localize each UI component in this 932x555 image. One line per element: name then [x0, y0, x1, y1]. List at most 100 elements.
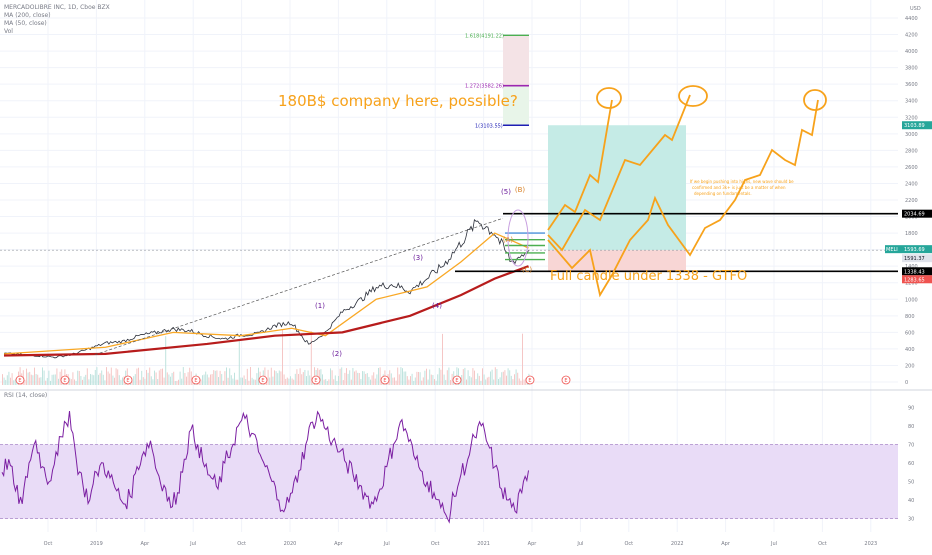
volume-bar	[176, 380, 178, 385]
time-tick-label: Jul	[576, 541, 583, 547]
volume-bar	[213, 370, 215, 385]
volume-bar	[483, 374, 485, 385]
volume-bar	[141, 370, 143, 385]
volume-bar	[222, 380, 224, 385]
wave-label: (5)	[501, 188, 511, 196]
volume-bar	[230, 375, 232, 385]
volume-bar	[8, 371, 10, 385]
projection-path-1	[547, 99, 613, 231]
volume-bar	[114, 377, 115, 385]
volume-bar	[181, 378, 183, 385]
fib-zone-upper	[503, 35, 529, 86]
fib-1618-label: 1.618(4191.22)	[465, 33, 504, 39]
volume-bar	[349, 370, 351, 385]
volume-bar	[325, 379, 327, 385]
target-zone	[548, 125, 686, 251]
volume-bar	[109, 373, 111, 385]
volume-bar	[379, 367, 381, 385]
time-tick-label: Jul	[383, 541, 390, 547]
volume-bar	[368, 376, 370, 385]
volume-bar	[435, 380, 437, 385]
volume-bar	[146, 369, 147, 385]
volume-bar	[248, 380, 250, 385]
volume-bar	[155, 372, 157, 385]
volume-bar	[400, 367, 402, 385]
volume-bar	[133, 376, 135, 385]
volume-bar	[234, 372, 235, 385]
volume-bar	[346, 368, 347, 385]
volume-bar	[477, 373, 479, 385]
legend-symbol: MERCADOLIBRE INC, 1D, Cboe BZX	[4, 4, 110, 11]
small-note-3: depending on fundamentals.	[694, 191, 752, 196]
volume-bar	[99, 373, 101, 385]
volume-bar	[227, 377, 229, 385]
volume-bar	[507, 368, 509, 385]
volume-bar	[94, 369, 96, 385]
volume-bar	[139, 379, 141, 385]
volume-bar	[256, 373, 258, 385]
volume-bar	[205, 371, 207, 385]
price-tick-label: 3800	[905, 66, 918, 72]
legend-ma200: MA (200, close)	[4, 12, 51, 19]
volume-bar	[448, 367, 450, 385]
volume-bar	[34, 367, 35, 385]
volume-bar	[274, 370, 275, 385]
volume-bar	[504, 370, 506, 385]
volume-bar	[48, 370, 50, 385]
volume-bar	[272, 376, 274, 385]
volume-bar	[243, 375, 245, 385]
headline-annotation: 180B$ company here, possible?	[278, 92, 518, 110]
volume-bar	[112, 375, 114, 385]
volume-bar	[304, 369, 306, 385]
rsi-tick-label: 80	[908, 424, 914, 430]
earnings-marker	[561, 375, 571, 385]
earnings-marker-label: E	[528, 378, 531, 384]
volume-bar	[51, 374, 53, 385]
volume-bar	[238, 340, 240, 385]
volume-bar	[173, 371, 175, 385]
earnings-marker	[525, 375, 535, 385]
volume-bar	[427, 379, 429, 385]
volume-bar	[86, 368, 88, 385]
volume-bar	[32, 375, 34, 385]
price-tick-label: 4400	[905, 16, 918, 22]
volume-bar	[405, 371, 407, 385]
volume-bar	[499, 377, 501, 385]
volume-bar	[50, 380, 51, 385]
volume-bar	[24, 379, 26, 385]
volume-bar	[258, 367, 259, 385]
volume-bar	[510, 375, 512, 385]
wave-label: (4)	[432, 302, 442, 310]
volume-bar	[46, 377, 48, 385]
volume-bar	[472, 368, 474, 385]
small-note-2: confirmed and 3k+ is just be a matter of…	[692, 185, 786, 190]
volume-bar	[165, 336, 167, 385]
volume-bar	[54, 374, 56, 385]
volume-bar	[501, 372, 503, 385]
stop-annotation: Full candle under 1338 - GTFO	[550, 269, 747, 284]
volume-bar	[422, 377, 424, 385]
volume-bar	[363, 371, 365, 385]
volume-bar	[485, 379, 487, 385]
volume-bar	[509, 370, 511, 385]
volume-bar	[443, 374, 445, 385]
wave-label: (1)	[315, 302, 325, 310]
volume-bar	[75, 380, 77, 385]
volume-bar	[301, 374, 303, 385]
time-tick-label: 2019	[90, 541, 103, 547]
volume-bar	[115, 368, 117, 385]
volume-bar	[45, 380, 47, 385]
volume-bar	[413, 380, 415, 385]
volume-bar	[390, 373, 392, 385]
volume-bar	[518, 378, 520, 385]
volume-bar	[333, 379, 335, 385]
volume-bar	[162, 368, 163, 385]
volume-bar	[475, 378, 477, 385]
volume-bar	[362, 371, 363, 385]
volume-bar	[336, 380, 338, 385]
volume-bar	[78, 370, 80, 385]
earnings-marker-label: E	[314, 378, 317, 384]
volume-bar	[486, 377, 488, 385]
volume-bar	[294, 373, 296, 385]
